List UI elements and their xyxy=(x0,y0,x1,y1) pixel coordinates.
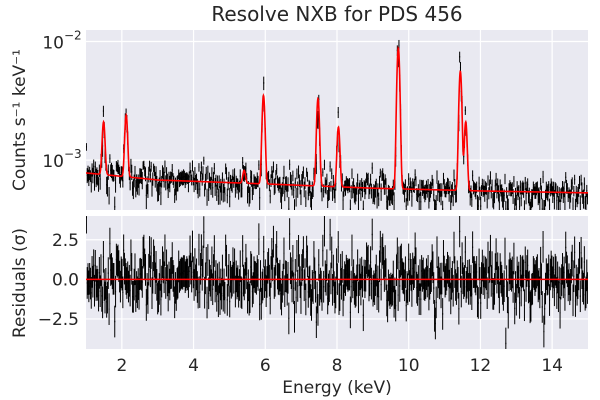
residuals-y-axis-label: Residuals (σ) xyxy=(10,228,30,338)
spectrum-y-tick-label: 10 xyxy=(42,152,64,172)
x-tick-labels: 2 4 6 8 10 12 14 xyxy=(116,356,563,376)
residuals-data-points xyxy=(86,216,588,349)
x-tick-label: 4 xyxy=(188,356,199,376)
residuals-y-tick-labels: 2.5 0.0 −2.5 xyxy=(38,231,79,330)
residuals-y-tick-label: 0.0 xyxy=(52,270,79,290)
x-tick-label: 2 xyxy=(116,356,127,376)
spectrum-y-tick-label: 10 xyxy=(42,33,64,53)
spectrum-y-tick-labels: 10−310−2 xyxy=(42,28,81,172)
x-tick-label: 8 xyxy=(332,356,343,376)
residuals-y-tick-label: −2.5 xyxy=(38,310,79,330)
spectrum-y-tick-exponent: −3 xyxy=(64,147,82,161)
x-tick-label: 14 xyxy=(541,356,563,376)
spectrum-y-tick-exponent: −2 xyxy=(64,28,82,42)
x-axis-label: Energy (keV) xyxy=(282,378,392,398)
x-tick-label: 10 xyxy=(398,356,420,376)
spectrum-y-axis-label: Counts s⁻¹ keV⁻¹ xyxy=(10,49,30,191)
chart-title: Resolve NXB for PDS 456 xyxy=(211,2,462,26)
residuals-y-tick-label: 2.5 xyxy=(52,231,79,251)
x-tick-label: 6 xyxy=(260,356,271,376)
x-tick-label: 12 xyxy=(470,356,492,376)
spectrum-model-line xyxy=(86,45,588,194)
